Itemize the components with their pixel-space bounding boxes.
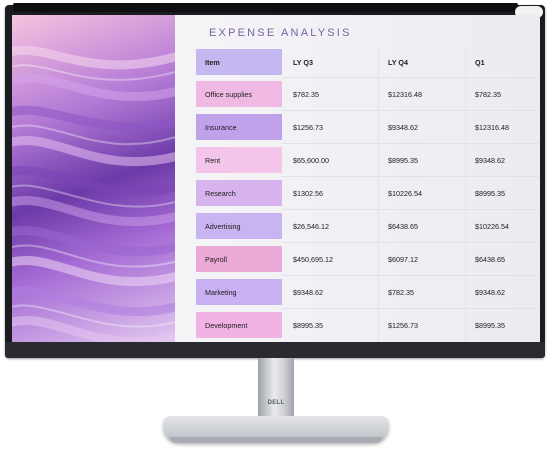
row-ly-q3: $8995.35	[293, 321, 323, 330]
sheet-title: EXPENSE ANALYSIS	[209, 27, 352, 39]
row-q1: $782.35	[475, 90, 501, 99]
row-ly-q4: $1256.73	[388, 321, 418, 330]
row-item: Marketing	[205, 288, 237, 297]
row-q1: $9348.62	[475, 156, 505, 165]
row-ly-q3: $26,546.12	[293, 222, 329, 231]
row-divider	[282, 209, 540, 210]
row-label-cell	[196, 147, 282, 173]
row-ly-q3: $65,600.00	[293, 156, 329, 165]
column-divider	[465, 48, 466, 342]
monitor-screen: EXPENSE ANALYSIS Item LY Q3 LY Q4 Q1 Off…	[12, 15, 540, 342]
row-ly-q3: $450,695.12	[293, 255, 333, 264]
header-ly-q3: LY Q3	[293, 58, 313, 67]
screen-top-edge	[13, 3, 518, 12]
row-q1: $12316.48	[475, 123, 509, 132]
row-divider	[282, 110, 540, 111]
row-divider	[282, 275, 540, 276]
row-label-cell	[196, 279, 282, 305]
row-item: Advertising	[205, 222, 241, 231]
row-ly-q3: $1256.73	[293, 123, 323, 132]
row-label-cell	[196, 213, 282, 239]
row-ly-q4: $8995.35	[388, 156, 418, 165]
row-label-cell	[196, 180, 282, 206]
row-label-cell	[196, 312, 282, 338]
row-ly-q3: $9348.62	[293, 288, 323, 297]
row-item: Insurance	[205, 123, 237, 132]
row-q1: $9348.62	[475, 288, 505, 297]
wallpaper-art	[12, 15, 175, 342]
header-item: Item	[205, 58, 220, 67]
row-item: Rent	[205, 156, 221, 165]
row-q1: $8995.35	[475, 321, 505, 330]
header-ly-q4: LY Q4	[388, 58, 408, 67]
row-label-cell	[196, 114, 282, 140]
row-divider	[282, 176, 540, 177]
row-ly-q4: $6438.65	[388, 222, 418, 231]
row-ly-q3: $782.35	[293, 90, 319, 99]
monitor-stand-neck	[258, 358, 294, 421]
column-divider	[378, 48, 379, 342]
row-item: Payroll	[205, 255, 227, 264]
row-q1: $6438.65	[475, 255, 505, 264]
row-label-cell	[196, 246, 282, 272]
brand-logo: DELL	[267, 400, 285, 406]
row-label-cell	[196, 81, 282, 107]
stand-base-shadow	[170, 437, 382, 443]
row-ly-q4: $12316.48	[388, 90, 422, 99]
row-ly-q4: $782.35	[388, 288, 414, 297]
row-item: Development	[205, 321, 248, 330]
header-item-cell	[196, 49, 282, 75]
row-ly-q3: $1302.56	[293, 189, 323, 198]
row-item: Research	[205, 189, 236, 198]
row-divider	[282, 77, 540, 78]
row-divider	[282, 143, 540, 144]
row-q1: $10226.54	[475, 222, 509, 231]
row-divider	[282, 242, 540, 243]
row-divider	[282, 308, 540, 309]
expense-sheet: EXPENSE ANALYSIS Item LY Q3 LY Q4 Q1 Off…	[175, 15, 540, 342]
row-item: Office supplies	[205, 90, 253, 99]
row-ly-q4: $9348.62	[388, 123, 418, 132]
header-q1: Q1	[475, 58, 485, 67]
row-ly-q4: $10226.54	[388, 189, 422, 198]
row-ly-q4: $6097.12	[388, 255, 418, 264]
row-q1: $8995.35	[475, 189, 505, 198]
wave-pattern-icon	[12, 45, 175, 342]
monitor-chin	[5, 342, 545, 358]
